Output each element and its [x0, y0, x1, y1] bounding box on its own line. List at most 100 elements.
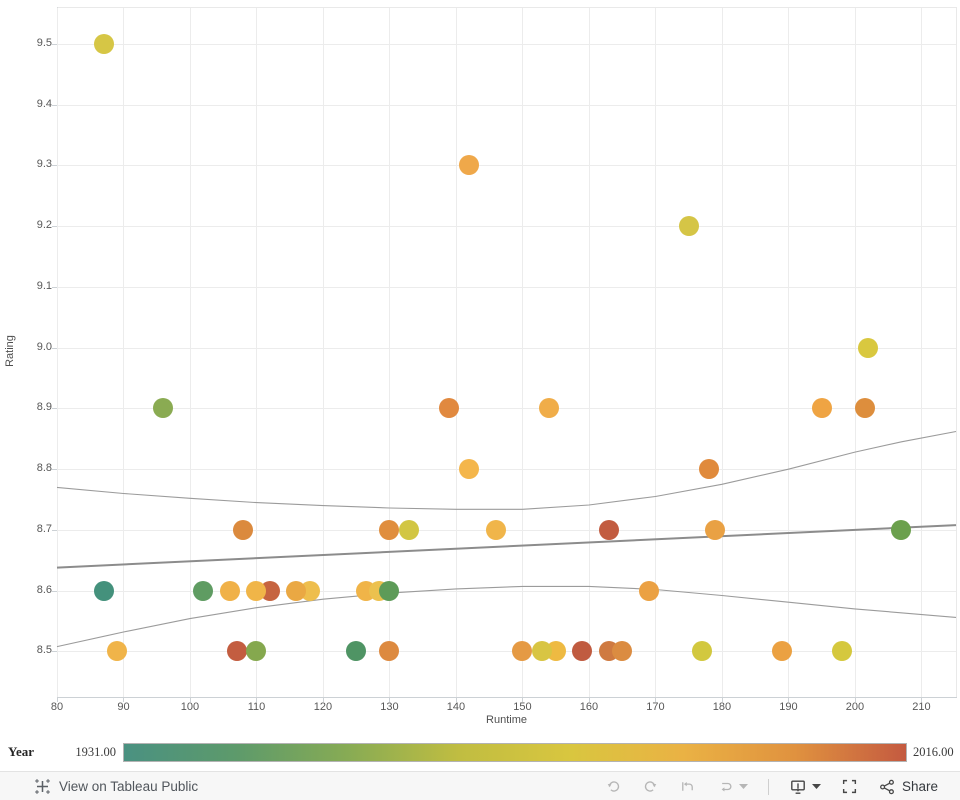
device-layout-button[interactable] [789, 778, 821, 796]
data-point[interactable] [539, 398, 560, 419]
data-point[interactable] [379, 641, 400, 662]
y-tick-mark [52, 590, 57, 592]
data-point[interactable] [638, 580, 659, 601]
legend-title: Year [8, 744, 34, 759]
data-point[interactable] [698, 459, 719, 480]
data-point[interactable] [246, 641, 267, 662]
y-tick-label: 9.1 [36, 279, 52, 292]
y-tick-mark [52, 651, 57, 653]
y-tick-label: 8.7 [36, 522, 52, 535]
fullscreen-button[interactable] [841, 778, 858, 795]
data-point[interactable] [399, 519, 420, 540]
data-point[interactable] [379, 519, 400, 540]
gridline [57, 469, 956, 471]
gridline [57, 529, 956, 531]
data-point[interactable] [93, 580, 114, 601]
data-point[interactable] [532, 641, 553, 662]
data-point[interactable] [439, 398, 460, 419]
data-point[interactable] [485, 519, 506, 540]
y-tick-mark [52, 469, 57, 471]
plot-top-border [57, 7, 957, 8]
data-point[interactable] [346, 641, 367, 662]
gridline [389, 8, 391, 697]
data-point[interactable] [512, 641, 533, 662]
x-tick-mark [189, 697, 191, 702]
share-button[interactable]: Share [878, 778, 938, 796]
gridline [588, 8, 590, 697]
undo-button[interactable] [605, 778, 622, 795]
gridline [57, 286, 956, 288]
data-point[interactable] [691, 641, 712, 662]
view-on-tableau-public-link[interactable]: View on Tableau Public [33, 772, 198, 800]
gridline [788, 8, 790, 697]
y-tick-label: 8.8 [36, 462, 52, 475]
x-tick-mark [921, 697, 923, 702]
data-point[interactable] [891, 519, 912, 540]
data-point[interactable] [459, 155, 480, 176]
x-tick-label: 80 [50, 701, 64, 713]
data-point[interactable] [572, 641, 593, 662]
redo-button[interactable] [642, 778, 659, 795]
y-tick-label: 8.9 [36, 401, 52, 414]
x-tick-mark [788, 697, 790, 702]
y-tick-mark [52, 43, 57, 45]
legend-gradient-bar[interactable] [123, 743, 907, 762]
gridline [189, 8, 191, 697]
gridline [522, 8, 524, 697]
x-tick-label: 130 [380, 701, 399, 713]
data-point[interactable] [612, 641, 633, 662]
data-point[interactable] [379, 580, 400, 601]
gridline [655, 8, 657, 697]
y-tick-label: 9.5 [36, 36, 52, 49]
data-point[interactable] [811, 398, 832, 419]
data-point[interactable] [858, 337, 879, 358]
data-point[interactable] [153, 398, 174, 419]
data-point[interactable] [771, 641, 792, 662]
data-point[interactable] [246, 580, 267, 601]
data-point[interactable] [193, 580, 214, 601]
gridline [322, 8, 324, 697]
x-tick-label: 140 [446, 701, 466, 713]
data-point[interactable] [106, 641, 127, 662]
data-point[interactable] [219, 580, 240, 601]
gridline [57, 104, 956, 106]
replay-icon [716, 778, 734, 795]
y-tick-label: 9.3 [36, 158, 52, 171]
data-point[interactable] [226, 641, 247, 662]
scatter-chart: Rating 80 90 100 110 120 130 140 150 160 170 180 19… [4, 7, 957, 726]
y-axis-title: Rating [4, 335, 16, 367]
confidence-band-lower [56, 585, 957, 648]
data-point[interactable] [459, 459, 480, 480]
toolbar-separator [767, 778, 769, 795]
data-point[interactable] [678, 216, 699, 237]
revert-icon [679, 778, 696, 795]
x-tick-mark [123, 697, 125, 702]
data-point[interactable] [233, 519, 254, 540]
data-point[interactable] [854, 398, 875, 419]
trend-line [56, 524, 957, 569]
fullscreen-icon [841, 778, 858, 795]
x-tick-mark [588, 697, 590, 702]
share-label: Share [901, 779, 938, 794]
x-tick-mark [57, 697, 58, 702]
x-tick-label: 200 [845, 701, 865, 713]
legend-max-value: 2016.00 [913, 745, 954, 759]
y-tick-label: 9.0 [36, 340, 52, 353]
x-tick-label: 170 [646, 701, 665, 713]
revert-button[interactable] [679, 778, 696, 795]
gridline [455, 8, 457, 697]
data-point[interactable] [286, 580, 307, 601]
x-tick-mark [854, 697, 856, 702]
refresh-button[interactable] [716, 778, 748, 795]
gridline [57, 408, 956, 410]
plot-area [56, 8, 957, 697]
gridline [57, 590, 956, 592]
data-point[interactable] [598, 519, 619, 540]
y-tick-label: 8.5 [36, 644, 52, 657]
data-point[interactable] [705, 519, 726, 540]
data-point[interactable] [93, 33, 114, 54]
undo-icon [605, 778, 622, 795]
data-point[interactable] [831, 641, 852, 662]
x-tick-label: 120 [313, 701, 333, 713]
